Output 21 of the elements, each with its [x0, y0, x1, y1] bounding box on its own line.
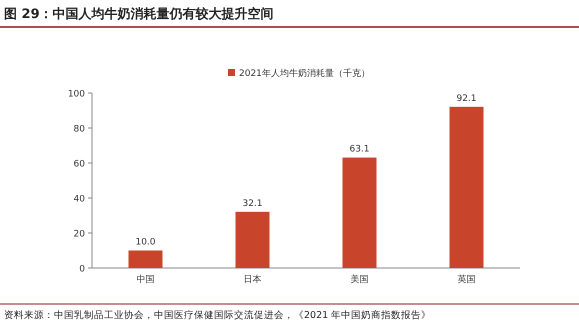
text: 63.1	[349, 144, 370, 155]
bar	[342, 158, 376, 268]
y-tick-label: 100	[68, 90, 86, 100]
y-tick-label: 60	[74, 160, 86, 170]
x-tick-label: 日本	[244, 274, 262, 285]
text: 32.1	[242, 198, 263, 209]
chart-title: 图 29：中国人均牛奶消耗量仍有较大提升空间	[4, 6, 274, 22]
x-tick-label: 英国	[458, 274, 476, 285]
text: 92.1	[456, 94, 477, 104]
bar	[128, 250, 162, 268]
bar	[236, 212, 270, 268]
y-tick-label: 20	[74, 230, 86, 240]
x-tick-label: 中国	[136, 274, 154, 285]
legend-label: 2021年人均牛奶消耗量（千克）	[239, 68, 370, 79]
bar	[450, 106, 484, 268]
text: 资料来源：中国乳制品工业协会，中国医疗保健国际交流促进会，《2021 年中国奶商指数报告》	[4, 309, 432, 321]
y-tick-label: 80	[74, 124, 86, 134]
text: 10.0	[135, 238, 156, 248]
y-tick-label: 40	[74, 194, 86, 204]
y-tick-label: 0	[79, 264, 86, 274]
x-tick-label: 美国	[350, 274, 368, 285]
